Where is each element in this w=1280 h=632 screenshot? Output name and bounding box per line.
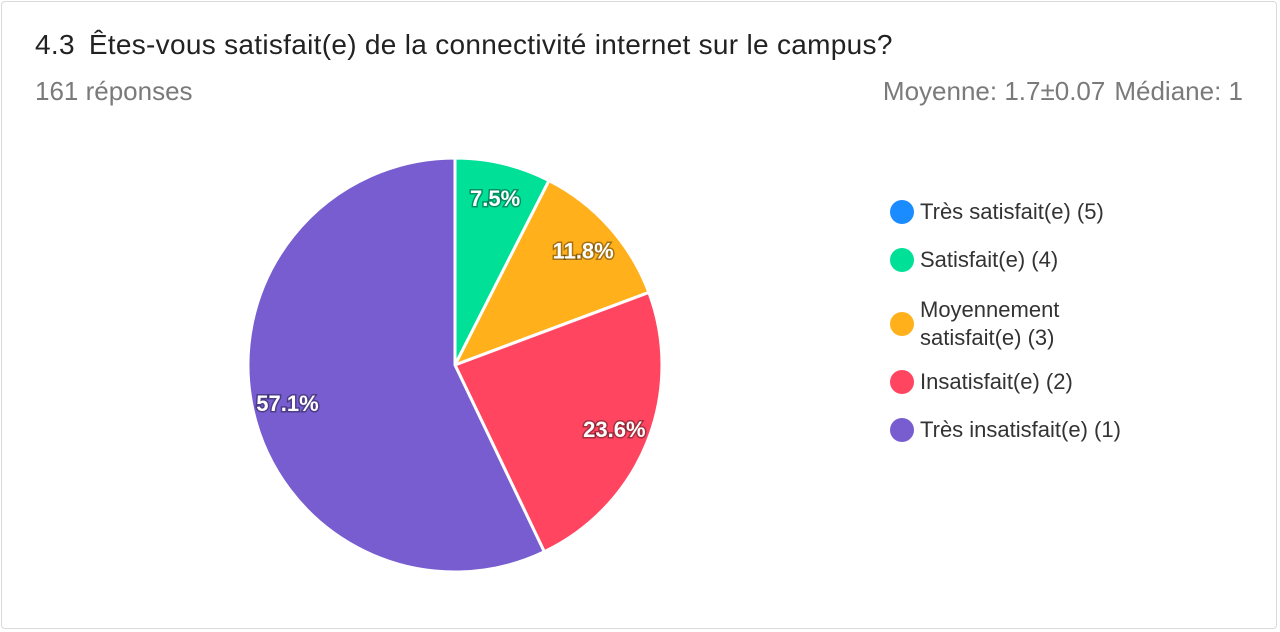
legend-swatch [890, 418, 914, 442]
legend-swatch [890, 370, 914, 394]
legend-label: Satisfait(e) (4) [920, 247, 1059, 272]
legend-swatch [890, 200, 914, 224]
pie-slice-labels: 7.5% 11.8% 23.6% 57.1% [255, 184, 647, 443]
pie-slice-label: 57.1% [256, 391, 318, 416]
legend-swatch [890, 248, 914, 272]
legend-item[interactable]: Très insatisfait(e) (1) [890, 416, 1121, 444]
legend-label: Très satisfait(e) (5) [920, 199, 1104, 224]
legend-label: Insatisfait(e) (2) [920, 369, 1073, 394]
pie-slice[interactable] [453, 290, 664, 554]
mean-value: Moyenne: 1.7±0.07 [882, 76, 1106, 106]
summary-stats: Moyenne: 1.7±0.07 Médiane: 1 [883, 76, 1243, 107]
question-text: Êtes-vous satisfait(e) de la connectivit… [88, 29, 893, 60]
question-title: 4.3 Êtes-vous satisfait(e) de la connecti… [35, 29, 893, 61]
pie-slice-label: 7.5% [470, 186, 520, 211]
legend-item[interactable]: Satisfait(e) (4) [890, 246, 1058, 274]
pie-slice-label: 23.6% [583, 417, 645, 442]
pie-slice-label: 11.8% [553, 239, 614, 264]
response-count: 161 réponses [35, 76, 193, 106]
legend-item[interactable]: Très satisfait(e) (5) [890, 198, 1104, 226]
pie-slices [246, 156, 664, 574]
pie-slice[interactable] [246, 156, 546, 574]
legend-item[interactable]: Insatisfait(e) (2) [890, 368, 1073, 396]
question-number: 4.3 [35, 29, 75, 60]
pie-slice[interactable] [453, 179, 651, 367]
legend-item[interactable]: Moyennement satisfait(e) (3) [890, 296, 1100, 352]
pie-slice[interactable] [453, 156, 551, 367]
legend-label: Très insatisfait(e) (1) [920, 417, 1121, 442]
legend-label: Moyennement satisfait(e) (3) [920, 297, 1060, 350]
median-value: Médiane: 1 [1114, 76, 1243, 106]
legend-swatch [890, 312, 914, 336]
